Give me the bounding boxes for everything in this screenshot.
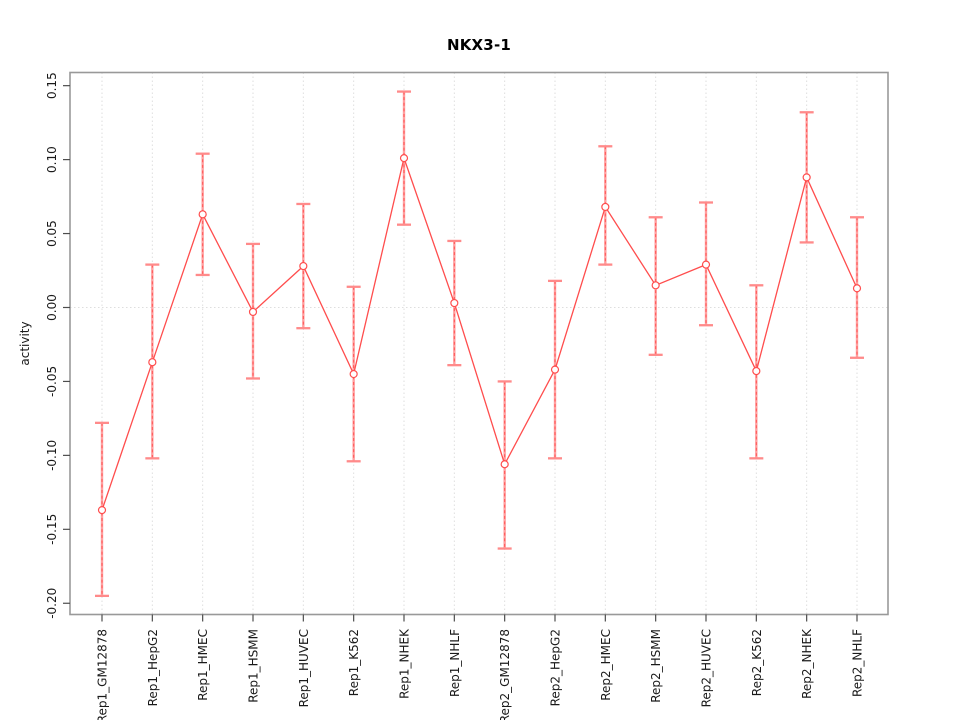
y-axis-tick-label: 0.10 <box>45 146 59 173</box>
data-points <box>97 154 862 515</box>
x-axis-tick-label: Rep2_K562 <box>750 629 764 696</box>
data-point-circle <box>601 202 610 212</box>
data-point-circle <box>198 210 207 219</box>
data-point-circle <box>148 358 157 367</box>
data-point-circle <box>701 260 711 269</box>
y-axis-tick-label: -0.20 <box>45 588 59 619</box>
y-axis-tick-label: -0.10 <box>45 440 59 471</box>
data-point-circle <box>752 366 761 376</box>
x-axis-tick-label: Rep2_HUVEC <box>699 629 713 707</box>
data-point-circle <box>500 460 509 469</box>
y-axis-tick-label: -0.15 <box>45 514 59 545</box>
gridlines <box>70 72 888 615</box>
x-axis-tick-label: Rep2_HMEC <box>599 629 613 701</box>
data-point-circle <box>802 173 811 182</box>
data-point-circle <box>450 298 459 308</box>
x-axis: Rep1_GM12878 Rep1_HepG2 Rep1_HMEC Rep1_HSMM… <box>96 614 864 720</box>
x-axis-tick-label: Rep2_HSMM <box>649 629 663 703</box>
data-point-circle <box>97 505 107 515</box>
x-axis-tick-label: Rep1_NHLF <box>448 629 462 697</box>
error-bars <box>95 90 864 598</box>
data-point-circle <box>550 365 560 374</box>
x-axis-tick-label: Rep1_HMEC <box>196 629 210 701</box>
y-axis-tick-label: -0.05 <box>45 366 59 397</box>
plot-box <box>69 71 889 616</box>
data-point-circle <box>299 261 308 271</box>
y-axis: 0.15 0.10 0.05 0.00 -0.05 -0.10 -0.15 -0.20 acti… <box>18 72 70 619</box>
data-point-circle <box>399 154 409 163</box>
x-axis-tick-label: Rep1_HSMM <box>246 629 260 703</box>
y-axis-tick-label: 0.00 <box>45 294 59 321</box>
y-axis-title: activity <box>18 321 32 365</box>
x-axis-tick-label: Rep2_HepG2 <box>548 629 562 706</box>
x-axis-tick-label: Rep1_NHEK <box>397 628 411 699</box>
data-point-circle <box>349 369 358 379</box>
x-axis-tick-label: Rep1_HUVEC <box>297 629 311 707</box>
data-point-circle <box>651 281 660 290</box>
x-axis-tick-label: Rep1_K562 <box>347 629 361 696</box>
chart-title: NKX3-1 <box>446 36 512 54</box>
x-axis-tick-label: Rep1_GM12878 <box>96 629 110 720</box>
y-axis-tick-label: 0.15 <box>45 72 59 99</box>
x-axis-tick-label: Rep2_NHLF <box>850 629 864 697</box>
x-axis-tick-label: Rep1_HepG2 <box>146 629 160 706</box>
x-axis-tick-label: Rep2_GM12878 <box>498 629 512 720</box>
data-point-circle <box>852 284 862 293</box>
x-axis-tick-label: Rep2_NHEK <box>800 628 814 699</box>
series-line <box>101 155 858 511</box>
y-axis-tick-label: 0.05 <box>45 220 59 247</box>
data-point-circle <box>248 307 258 317</box>
